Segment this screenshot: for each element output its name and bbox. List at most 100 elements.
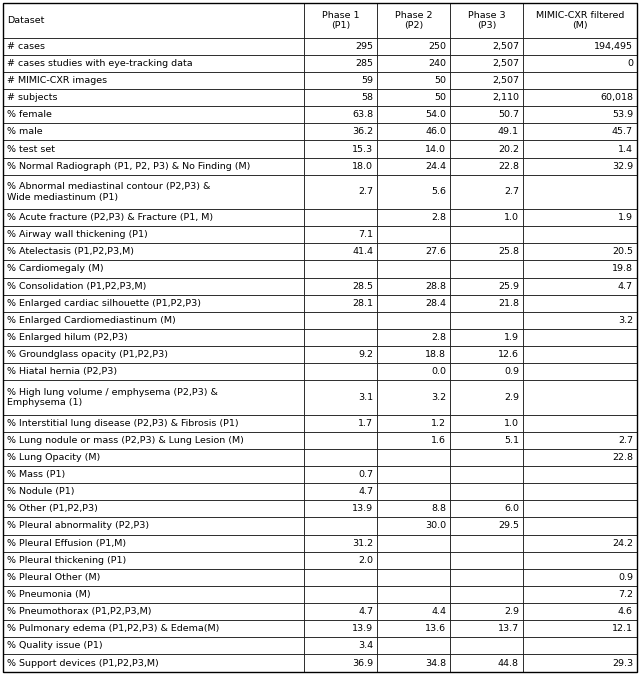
Bar: [377, 551, 450, 569]
Bar: [304, 620, 377, 637]
Text: % Mass (P1): % Mass (P1): [7, 470, 65, 479]
Text: 1.0: 1.0: [504, 213, 519, 222]
Text: 13.9: 13.9: [352, 504, 373, 514]
Text: % Normal Radiograph (P1, P2, P3) & No Finding (M): % Normal Radiograph (P1, P2, P3) & No Fi…: [7, 161, 250, 171]
Bar: [523, 432, 637, 449]
Text: 5.1: 5.1: [504, 436, 519, 445]
Text: 19.8: 19.8: [612, 265, 633, 273]
Text: 24.4: 24.4: [425, 161, 446, 171]
Bar: [3, 140, 304, 157]
Text: # cases: # cases: [7, 42, 45, 51]
Text: 3.4: 3.4: [358, 641, 373, 651]
Bar: [304, 518, 377, 535]
Text: % Airway wall thickening (P1): % Airway wall thickening (P1): [7, 230, 148, 239]
Text: 28.8: 28.8: [425, 281, 446, 291]
Text: 24.2: 24.2: [612, 539, 633, 547]
Bar: [3, 535, 304, 551]
Bar: [377, 363, 450, 380]
Bar: [304, 226, 377, 243]
Bar: [377, 329, 450, 346]
Bar: [377, 535, 450, 551]
Text: 250: 250: [428, 42, 446, 51]
Bar: [450, 106, 523, 124]
Text: 53.9: 53.9: [612, 110, 633, 119]
Text: 0.0: 0.0: [431, 367, 446, 376]
Text: 2.0: 2.0: [358, 556, 373, 565]
Bar: [377, 209, 450, 226]
Bar: [377, 226, 450, 243]
Bar: [450, 209, 523, 226]
Text: 7.1: 7.1: [358, 230, 373, 239]
Bar: [523, 72, 637, 89]
Text: 54.0: 54.0: [425, 110, 446, 119]
Bar: [523, 106, 637, 124]
Text: 20.2: 20.2: [498, 144, 519, 153]
Bar: [450, 312, 523, 329]
Bar: [450, 518, 523, 535]
Text: 2,507: 2,507: [492, 42, 519, 51]
Text: # cases studies with eye-tracking data: # cases studies with eye-tracking data: [7, 59, 193, 68]
Bar: [377, 449, 450, 466]
Text: 63.8: 63.8: [352, 110, 373, 119]
Bar: [377, 500, 450, 518]
Bar: [3, 124, 304, 140]
Bar: [3, 106, 304, 124]
Bar: [377, 72, 450, 89]
Text: 20.5: 20.5: [612, 247, 633, 256]
Text: 1.9: 1.9: [504, 333, 519, 342]
Text: 36.9: 36.9: [352, 659, 373, 668]
Bar: [450, 157, 523, 175]
Bar: [3, 226, 304, 243]
Bar: [304, 312, 377, 329]
Bar: [377, 295, 450, 312]
Bar: [523, 226, 637, 243]
Text: 18.0: 18.0: [352, 161, 373, 171]
Bar: [3, 483, 304, 500]
Bar: [523, 518, 637, 535]
Bar: [523, 157, 637, 175]
Bar: [523, 466, 637, 483]
Bar: [377, 380, 450, 414]
Bar: [377, 243, 450, 261]
Bar: [3, 277, 304, 295]
Bar: [450, 655, 523, 672]
Bar: [3, 89, 304, 106]
Text: 3.2: 3.2: [618, 316, 633, 325]
Bar: [523, 312, 637, 329]
Bar: [523, 243, 637, 261]
Bar: [3, 312, 304, 329]
Text: 2.7: 2.7: [504, 188, 519, 196]
Bar: [304, 3, 377, 38]
Text: % High lung volume / emphysema (P2,P3) &
Emphysema (1): % High lung volume / emphysema (P2,P3) &…: [7, 387, 218, 407]
Bar: [377, 432, 450, 449]
Text: 50: 50: [434, 76, 446, 85]
Text: 22.8: 22.8: [612, 453, 633, 462]
Bar: [523, 637, 637, 655]
Bar: [304, 124, 377, 140]
Text: 1.7: 1.7: [358, 418, 373, 428]
Text: 285: 285: [355, 59, 373, 68]
Bar: [304, 72, 377, 89]
Bar: [523, 295, 637, 312]
Text: % Acute fracture (P2,P3) & Fracture (P1, M): % Acute fracture (P2,P3) & Fracture (P1,…: [7, 213, 213, 222]
Bar: [304, 655, 377, 672]
Text: % Enlarged hilum (P2,P3): % Enlarged hilum (P2,P3): [7, 333, 128, 342]
Text: 4.7: 4.7: [358, 607, 373, 616]
Bar: [304, 329, 377, 346]
Bar: [3, 243, 304, 261]
Bar: [304, 243, 377, 261]
Text: 3.2: 3.2: [431, 393, 446, 402]
Text: 59: 59: [361, 76, 373, 85]
Text: Phase 3
(P3): Phase 3 (P3): [467, 11, 505, 30]
Text: 45.7: 45.7: [612, 128, 633, 136]
Bar: [523, 500, 637, 518]
Bar: [377, 38, 450, 55]
Bar: [523, 655, 637, 672]
Bar: [3, 466, 304, 483]
Bar: [523, 38, 637, 55]
Bar: [3, 380, 304, 414]
Text: 9.2: 9.2: [358, 350, 373, 359]
Text: 8.8: 8.8: [431, 504, 446, 514]
Text: 2.8: 2.8: [431, 213, 446, 222]
Bar: [304, 140, 377, 157]
